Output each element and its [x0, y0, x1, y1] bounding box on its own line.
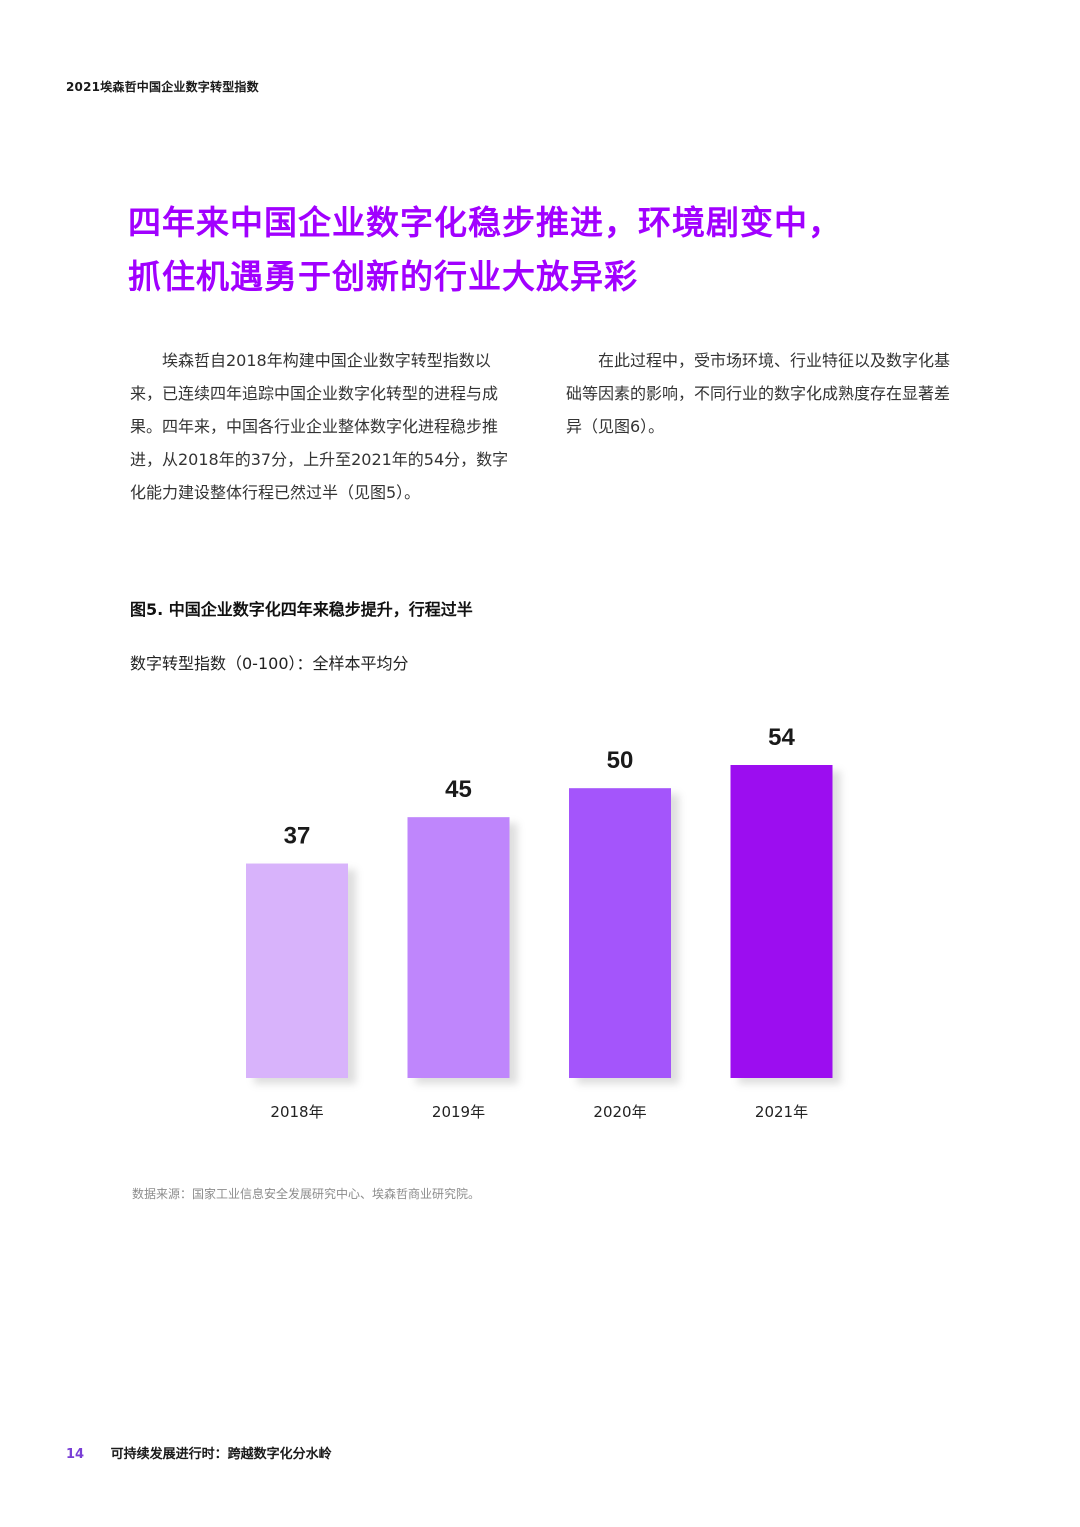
bar-3	[730, 765, 833, 1078]
body-paragraph-left: 埃森哲自2018年构建中国企业数字转型指数以来，已连续四年追踪中国企业数字化转型…	[130, 351, 509, 502]
x-tick-label-2: 2020年	[593, 1103, 646, 1121]
figure-subtitle: 数字转型指数（0-100）：全样本平均分	[130, 654, 409, 673]
value-label-3: 54	[768, 724, 795, 751]
bar-chart: 37 45 50 54 2018年 2019年 2020年 2021年	[246, 724, 833, 1121]
page-footer: 14 可持续发展进行时：跨越数字化分水岭	[66, 1443, 332, 1462]
value-label-0: 37	[284, 823, 311, 850]
body-column-left: 埃森哲自2018年构建中国企业数字转型指数以来，已连续四年追踪中国企业数字化转型…	[130, 344, 518, 509]
x-tick-label-3: 2021年	[755, 1103, 808, 1121]
figure-title: 图5. 中国企业数字化四年来稳步提升，行程过半	[130, 600, 473, 619]
bar-0	[246, 863, 348, 1078]
x-tick-label-1: 2019年	[432, 1103, 485, 1121]
bars-group	[246, 765, 833, 1078]
value-label-2: 50	[607, 747, 634, 774]
running-header: 2021埃森哲中国企业数字转型指数	[66, 80, 259, 94]
page-number: 14	[66, 1447, 85, 1462]
publication-title: 可持续发展进行时：跨越数字化分水岭	[110, 1447, 332, 1462]
body-paragraph-right: 在此过程中，受市场环境、行业特征以及数字化基础等因素的影响，不同行业的数字化成熟…	[566, 351, 951, 436]
x-tick-label-0: 2018年	[270, 1103, 323, 1121]
data-source-note: 数据来源：国家工业信息安全发展研究中心、埃森哲商业研究院。	[132, 1187, 481, 1201]
page-headline: 四年来中国企业数字化稳步推进，环境剧变中， 抓住机遇勇于创新的行业大放异彩	[128, 196, 988, 304]
headline-line-1: 四年来中国企业数字化稳步推进，环境剧变中，	[128, 203, 842, 242]
bar-1	[407, 817, 510, 1078]
value-labels-group: 37 45 50 54	[284, 724, 796, 850]
bar-2	[569, 788, 671, 1078]
x-tick-labels-group: 2018年 2019年 2020年 2021年	[270, 1103, 808, 1121]
headline-line-2: 抓住机遇勇于创新的行业大放异彩	[128, 257, 638, 296]
value-label-1: 45	[445, 776, 472, 803]
body-column-right: 在此过程中，受市场环境、行业特征以及数字化基础等因素的影响，不同行业的数字化成熟…	[566, 344, 958, 443]
